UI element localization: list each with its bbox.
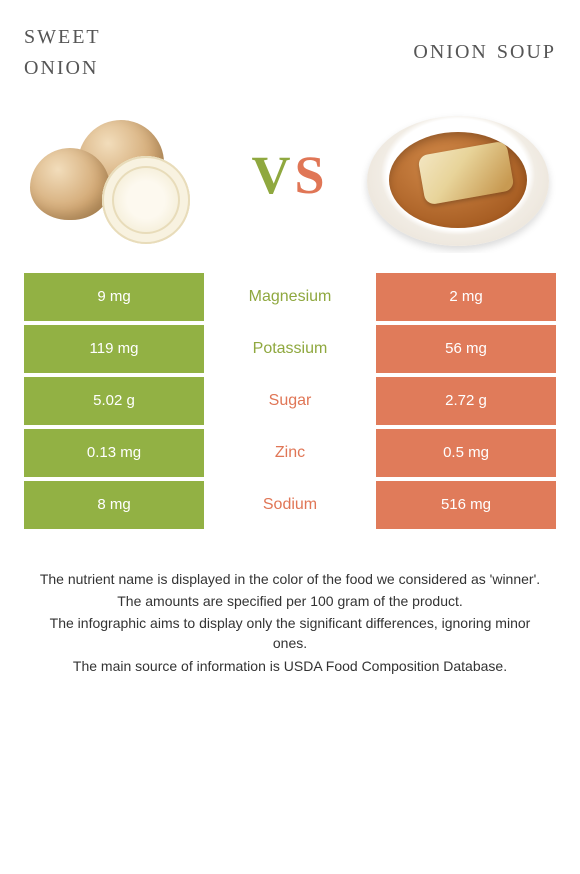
image-row: VS xyxy=(24,98,556,253)
vs-v: V xyxy=(251,145,294,205)
title-right: Onion soup xyxy=(356,35,556,66)
right-food-image xyxy=(361,98,556,253)
header-row: Sweet onion Onion soup xyxy=(24,20,556,82)
table-row: 8 mgSodium516 mg xyxy=(24,481,556,529)
left-value: 119 mg xyxy=(24,325,204,373)
left-value: 8 mg xyxy=(24,481,204,529)
left-value: 9 mg xyxy=(24,273,204,321)
table-row: 5.02 gSugar2.72 g xyxy=(24,377,556,425)
left-value: 0.13 mg xyxy=(24,429,204,477)
right-value: 2 mg xyxy=(376,273,556,321)
table-row: 119 mgPotassium56 mg xyxy=(24,325,556,373)
footer-text: The nutrient name is displayed in the co… xyxy=(24,569,556,676)
title-left-line1: Sweet xyxy=(24,19,101,50)
onion-icon xyxy=(24,98,219,253)
right-value: 56 mg xyxy=(376,325,556,373)
table-row: 9 mgMagnesium2 mg xyxy=(24,273,556,321)
right-value: 2.72 g xyxy=(376,377,556,425)
right-value: 516 mg xyxy=(376,481,556,529)
footer-line: The nutrient name is displayed in the co… xyxy=(32,569,548,589)
table-row: 0.13 mgZinc0.5 mg xyxy=(24,429,556,477)
footer-line: The main source of information is USDA F… xyxy=(32,656,548,676)
nutrient-name: Potassium xyxy=(204,325,376,373)
vs-s: S xyxy=(294,145,328,205)
right-value: 0.5 mg xyxy=(376,429,556,477)
nutrient-name: Magnesium xyxy=(204,273,376,321)
left-food-image xyxy=(24,98,219,253)
soup-icon xyxy=(361,98,556,253)
title-left: Sweet onion xyxy=(24,20,224,82)
nutrient-name: Sodium xyxy=(204,481,376,529)
footer-line: The infographic aims to display only the… xyxy=(32,613,548,654)
nutrient-table: 9 mgMagnesium2 mg119 mgPotassium56 mg5.0… xyxy=(24,273,556,529)
title-left-line2: onion xyxy=(24,50,98,81)
footer-line: The amounts are specified per 100 gram o… xyxy=(32,591,548,611)
nutrient-name: Sugar xyxy=(204,377,376,425)
vs-label: VS xyxy=(251,144,328,206)
nutrient-name: Zinc xyxy=(204,429,376,477)
left-value: 5.02 g xyxy=(24,377,204,425)
